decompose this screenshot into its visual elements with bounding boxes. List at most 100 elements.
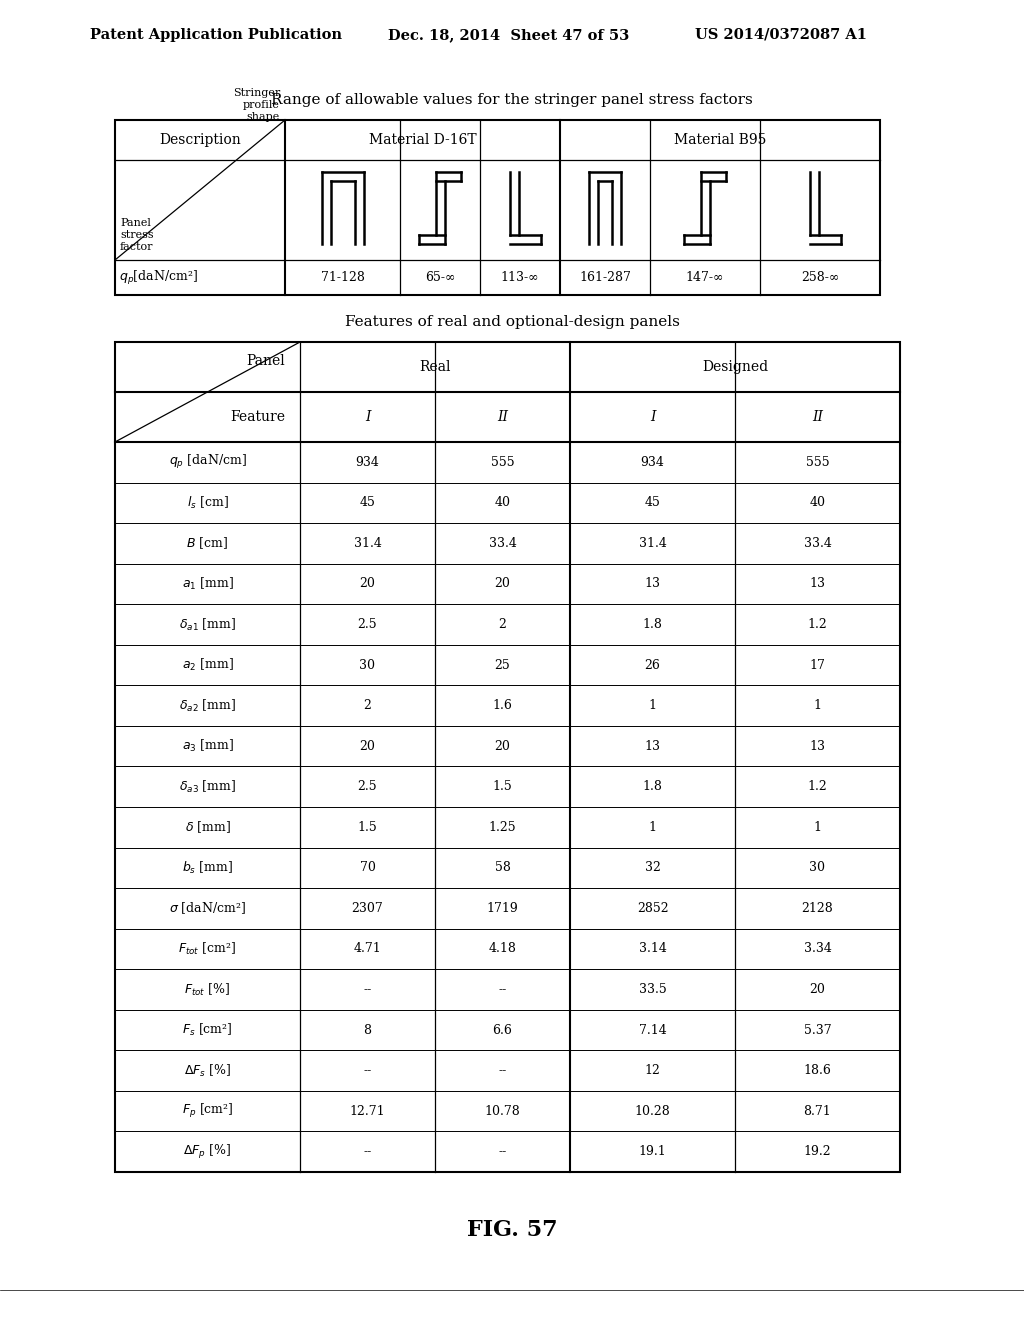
Text: $\it{q}$$_p$[daN/cm²]: $\it{q}$$_p$[daN/cm²] [119, 268, 198, 286]
Text: 10.28: 10.28 [635, 1105, 671, 1118]
Text: 20: 20 [495, 577, 510, 590]
Text: 1: 1 [648, 700, 656, 711]
Text: $\mathit{B}$ [cm]: $\mathit{B}$ [cm] [186, 536, 228, 552]
Text: 2.5: 2.5 [357, 618, 377, 631]
Text: $\mathit{F}_{tot}$ [cm²]: $\mathit{F}_{tot}$ [cm²] [178, 941, 237, 957]
Text: 1: 1 [648, 821, 656, 834]
Text: $\sigma$ [daN/cm²]: $\sigma$ [daN/cm²] [169, 900, 246, 916]
Text: 3.14: 3.14 [639, 942, 667, 956]
Text: 31.4: 31.4 [353, 537, 381, 550]
Text: I: I [365, 411, 371, 424]
Text: 4.18: 4.18 [488, 942, 516, 956]
Text: 1.5: 1.5 [493, 780, 512, 793]
Text: Real: Real [419, 360, 451, 374]
Text: 1.5: 1.5 [357, 821, 378, 834]
Text: 258-∞: 258-∞ [801, 271, 839, 284]
Text: 13: 13 [644, 739, 660, 752]
Text: 1719: 1719 [486, 902, 518, 915]
Text: Range of allowable values for the stringer panel stress factors: Range of allowable values for the string… [271, 92, 753, 107]
Text: 1.8: 1.8 [643, 780, 663, 793]
Text: 2307: 2307 [351, 902, 383, 915]
Text: 20: 20 [359, 577, 376, 590]
Text: 33.4: 33.4 [804, 537, 831, 550]
Text: 2852: 2852 [637, 902, 669, 915]
Text: $\mathit{F}_s$ [cm²]: $\mathit{F}_s$ [cm²] [182, 1022, 232, 1038]
Text: --: -- [364, 1064, 372, 1077]
Text: 2: 2 [499, 618, 507, 631]
Text: 1.2: 1.2 [808, 618, 827, 631]
Text: --: -- [364, 983, 372, 997]
Text: 71-128: 71-128 [321, 271, 365, 284]
Text: $\Delta \mathit{F}_p$ [%]: $\Delta \mathit{F}_p$ [%] [183, 1143, 231, 1160]
Text: 2128: 2128 [802, 902, 834, 915]
Text: 26: 26 [644, 659, 660, 672]
Text: 25: 25 [495, 659, 510, 672]
Text: 45: 45 [644, 496, 660, 510]
Text: 13: 13 [810, 577, 825, 590]
Text: 2.5: 2.5 [357, 780, 377, 793]
Text: 555: 555 [490, 455, 514, 469]
Text: 555: 555 [806, 455, 829, 469]
Text: Feature: Feature [230, 411, 285, 424]
Text: 19.1: 19.1 [639, 1146, 667, 1158]
Text: Designed: Designed [701, 360, 768, 374]
Text: 45: 45 [359, 496, 376, 510]
Text: Panel: Panel [246, 354, 285, 368]
Text: 1: 1 [813, 700, 821, 711]
Text: 8.71: 8.71 [804, 1105, 831, 1118]
Text: 1.25: 1.25 [488, 821, 516, 834]
Text: 5.37: 5.37 [804, 1023, 831, 1036]
Text: 13: 13 [810, 739, 825, 752]
Text: 10.78: 10.78 [484, 1105, 520, 1118]
Text: $\mathit{F}_p$ [cm²]: $\mathit{F}_p$ [cm²] [181, 1102, 233, 1121]
Text: 3.34: 3.34 [804, 942, 831, 956]
Text: II: II [497, 411, 508, 424]
Text: 20: 20 [359, 739, 376, 752]
Text: 1: 1 [813, 821, 821, 834]
Text: 161-287: 161-287 [579, 271, 631, 284]
Text: Patent Application Publication: Patent Application Publication [90, 28, 342, 42]
Text: --: -- [499, 1064, 507, 1077]
Text: 13: 13 [644, 577, 660, 590]
Text: --: -- [499, 983, 507, 997]
Text: $\mathit{\delta}_{a3}$ [mm]: $\mathit{\delta}_{a3}$ [mm] [179, 779, 237, 795]
Text: 8: 8 [364, 1023, 372, 1036]
Text: $\mathit{q}_p$ [daN/cm]: $\mathit{q}_p$ [daN/cm] [169, 453, 247, 471]
Text: 19.2: 19.2 [804, 1146, 831, 1158]
Text: 20: 20 [495, 739, 510, 752]
Text: 40: 40 [810, 496, 825, 510]
Text: II: II [812, 411, 823, 424]
Text: $\mathit{\delta}_{a2}$ [mm]: $\mathit{\delta}_{a2}$ [mm] [179, 697, 237, 714]
Text: 31.4: 31.4 [639, 537, 667, 550]
Text: Dec. 18, 2014  Sheet 47 of 53: Dec. 18, 2014 Sheet 47 of 53 [388, 28, 630, 42]
Text: $\mathit{b}_s$ [mm]: $\mathit{b}_s$ [mm] [182, 859, 233, 876]
Text: $\mathit{l}_s$ [cm]: $\mathit{l}_s$ [cm] [186, 495, 228, 511]
Text: 32: 32 [644, 862, 660, 874]
Text: 33.5: 33.5 [639, 983, 667, 997]
Text: 934: 934 [355, 455, 380, 469]
Text: $\mathit{F}_{tot}$ [%]: $\mathit{F}_{tot}$ [%] [184, 982, 230, 998]
Text: $\mathit{\delta}_{a1}$ [mm]: $\mathit{\delta}_{a1}$ [mm] [179, 616, 237, 632]
Bar [115, 120, 880, 294]
Text: 18.6: 18.6 [804, 1064, 831, 1077]
Text: US 2014/0372087 A1: US 2014/0372087 A1 [695, 28, 867, 42]
Text: --: -- [364, 1146, 372, 1158]
Text: Panel
stress
factor: Panel stress factor [120, 218, 154, 252]
Text: 1.8: 1.8 [643, 618, 663, 631]
Text: $\mathit{a}_1$ [mm]: $\mathit{a}_1$ [mm] [181, 576, 233, 591]
Text: $\mathit{a}_3$ [mm]: $\mathit{a}_3$ [mm] [181, 738, 233, 754]
Text: 30: 30 [359, 659, 376, 672]
Text: Stringer
profile
shape: Stringer profile shape [232, 88, 280, 121]
Text: $\Delta \mathit{F}_s$ [%]: $\Delta \mathit{F}_s$ [%] [184, 1063, 231, 1078]
Text: 40: 40 [495, 496, 511, 510]
Text: 70: 70 [359, 862, 376, 874]
Text: 65-∞: 65-∞ [425, 271, 456, 284]
Text: 20: 20 [810, 983, 825, 997]
Text: Material B95: Material B95 [674, 133, 766, 147]
Text: 58: 58 [495, 862, 510, 874]
Text: FIG. 57: FIG. 57 [467, 1218, 557, 1241]
Text: $\mathit{a}_2$ [mm]: $\mathit{a}_2$ [mm] [181, 657, 233, 673]
Text: 6.6: 6.6 [493, 1023, 512, 1036]
Text: 1.2: 1.2 [808, 780, 827, 793]
Text: 17: 17 [810, 659, 825, 672]
